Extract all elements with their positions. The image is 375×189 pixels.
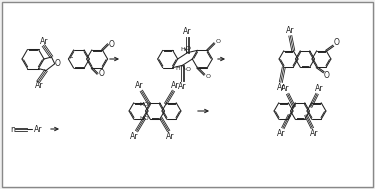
Text: O: O	[54, 59, 60, 68]
Text: Ar: Ar	[178, 82, 187, 91]
Text: O: O	[216, 39, 221, 44]
Text: O: O	[109, 40, 115, 49]
Text: O: O	[333, 38, 339, 47]
Text: n: n	[10, 125, 15, 133]
Text: H: H	[180, 47, 185, 52]
Text: O: O	[206, 74, 211, 79]
Text: Ar: Ar	[35, 81, 43, 91]
Text: O: O	[186, 67, 190, 72]
Text: O: O	[186, 46, 190, 51]
Text: ·: ·	[70, 53, 74, 66]
Text: O: O	[99, 69, 104, 78]
FancyBboxPatch shape	[2, 2, 373, 187]
Text: Ar: Ar	[40, 37, 49, 46]
Text: Ar: Ar	[286, 26, 294, 35]
Text: Ar: Ar	[135, 81, 144, 90]
Text: HO: HO	[139, 101, 149, 106]
Text: O: O	[324, 71, 330, 80]
Text: Ar: Ar	[281, 84, 290, 93]
Text: Ar: Ar	[183, 27, 192, 36]
Text: Ar: Ar	[166, 132, 175, 141]
Text: Ar: Ar	[277, 129, 285, 138]
Text: HO: HO	[139, 115, 149, 121]
Text: Ar: Ar	[315, 84, 323, 93]
Text: Ar: Ar	[34, 125, 42, 133]
Text: Ar: Ar	[171, 81, 180, 90]
Text: Ar: Ar	[310, 129, 319, 138]
Text: H: H	[175, 66, 180, 71]
Text: Ar: Ar	[130, 132, 139, 141]
Text: Ar: Ar	[276, 83, 285, 92]
